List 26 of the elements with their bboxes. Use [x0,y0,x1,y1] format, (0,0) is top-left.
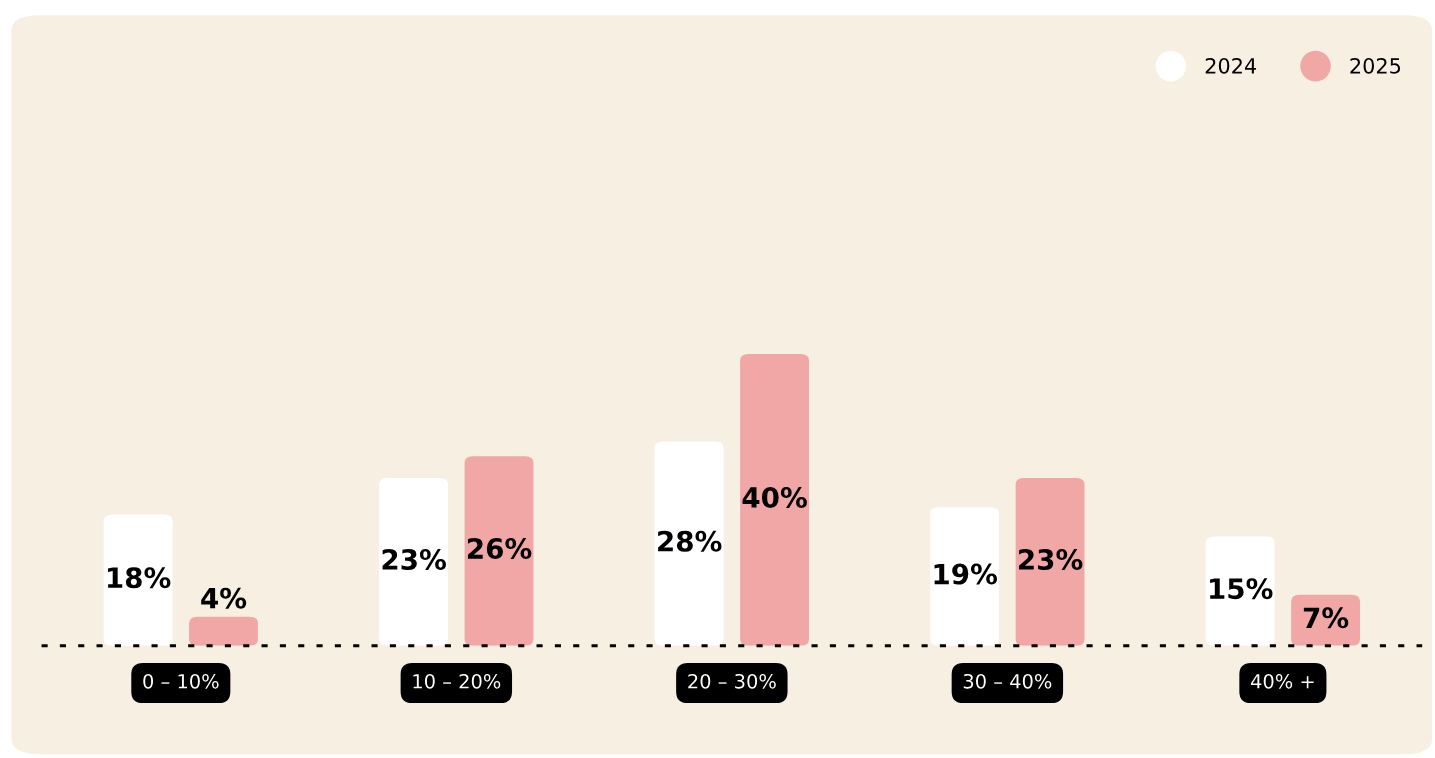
bar [1205,536,1275,646]
legend-label: 2025 [1350,57,1401,74]
legend-label: 2024 [1205,57,1257,74]
bar [189,616,258,646]
data-label: 18% [107,567,171,589]
data-label: 23% [1019,548,1083,570]
data-label: 26% [467,538,532,560]
x-tick-label: 10 – 20% [413,673,501,689]
bar [379,478,449,646]
data-label: 23% [382,548,446,570]
x-tick-label: 20 – 30% [688,673,776,689]
bar [464,456,534,646]
data-label: 28% [658,530,722,552]
data-label: 4% [201,587,247,609]
bar [930,507,1000,646]
bar [654,441,724,646]
bar [103,514,173,646]
data-label: 7% [1303,607,1349,629]
bar [740,353,809,646]
x-tick-label: 30 – 40% [963,673,1052,689]
data-label: 19% [934,563,998,585]
data-label: 40% [742,486,807,508]
bar [1015,478,1085,646]
data-label: 15% [1210,578,1273,600]
x-tick-label: 40% + [1251,673,1314,689]
x-tick-label: 0 – 10% [143,673,219,689]
